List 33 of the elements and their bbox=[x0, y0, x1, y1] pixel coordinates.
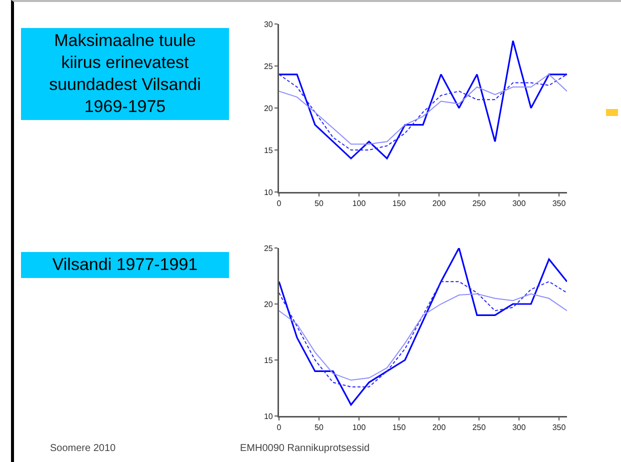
x-tick-label: 100 bbox=[352, 199, 366, 208]
x-tick-label: 300 bbox=[512, 423, 526, 432]
line-series bbox=[279, 281, 567, 388]
text: Maksimaalne tuule kiirus erinevatest suundadest Vilsandi 1969-1975 bbox=[21, 28, 229, 120]
x-tick-label: 350 bbox=[552, 423, 566, 432]
text: Vilsandi 1977-1991 bbox=[21, 252, 229, 278]
line-series bbox=[279, 248, 567, 406]
x-tick-label: 100 bbox=[352, 423, 366, 432]
y-tick-label: 10 bbox=[264, 188, 274, 197]
x-tick-label: 50 bbox=[314, 199, 324, 208]
x-tick-label: 200 bbox=[432, 423, 446, 432]
x-tick-label: 150 bbox=[392, 199, 406, 208]
x-tick-label: 0 bbox=[276, 199, 282, 208]
x-tick-label: 200 bbox=[432, 199, 446, 208]
x-tick-label: 0 bbox=[276, 423, 282, 432]
y-tick-label: 15 bbox=[264, 356, 274, 365]
y-tick-label: 30 bbox=[264, 20, 274, 29]
x-tick-label: 250 bbox=[472, 423, 486, 432]
line-series bbox=[279, 293, 567, 381]
text: EMH0090 Rannikuprotsessid bbox=[240, 443, 370, 454]
y-tick-label: 10 bbox=[264, 412, 274, 421]
x-tick-label: 300 bbox=[512, 199, 526, 208]
text: Soomere 2010 bbox=[50, 443, 116, 454]
x-tick-label: 50 bbox=[314, 423, 324, 432]
line-series bbox=[279, 40, 567, 160]
x-tick-label: 150 bbox=[392, 423, 406, 432]
y-tick-label: 20 bbox=[264, 300, 274, 309]
x-tick-label: 350 bbox=[552, 199, 566, 208]
x-tick-label: 250 bbox=[472, 199, 486, 208]
y-tick-label: 25 bbox=[264, 62, 274, 71]
y-tick-label: 25 bbox=[264, 244, 274, 253]
y-tick-label: 20 bbox=[264, 104, 274, 113]
y-tick-label: 15 bbox=[264, 146, 274, 155]
